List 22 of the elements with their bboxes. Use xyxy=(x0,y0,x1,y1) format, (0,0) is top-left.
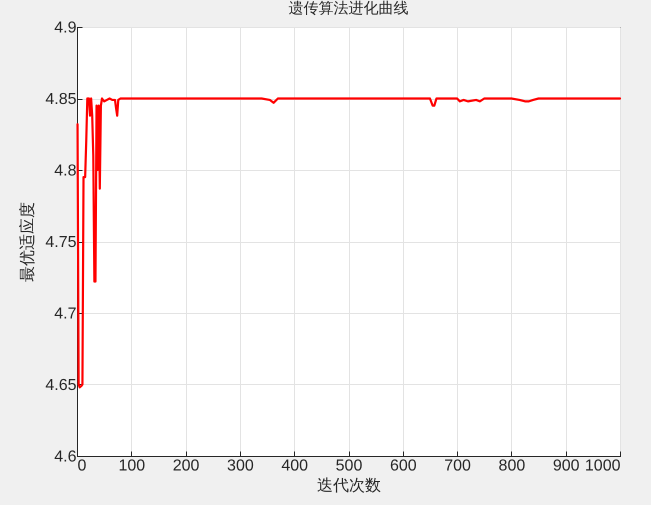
y-axis-title: 最优适应度 xyxy=(18,202,36,282)
y-tick-label: 4.65 xyxy=(45,377,77,394)
chart-title: 遗传算法进化曲线 xyxy=(288,0,408,17)
y-tick-label: 4.6 xyxy=(54,448,77,466)
y-tick-label: 4.8 xyxy=(54,162,77,180)
x-tick-label: 400 xyxy=(281,458,308,474)
x-tick-label: 300 xyxy=(227,458,254,474)
x-axis-title: 迭代次数 xyxy=(317,476,381,494)
y-tick-label: 4.85 xyxy=(45,91,77,108)
line-series xyxy=(76,97,622,388)
x-tick-label: 700 xyxy=(444,458,472,474)
y-tick-label: 4.7 xyxy=(54,306,77,322)
y-tick-label: 4.75 xyxy=(45,234,77,251)
x-tick-label: 100 xyxy=(118,458,146,474)
x-tick-label: 1000 xyxy=(584,458,621,474)
x-tick-label: 200 xyxy=(172,458,200,474)
x-tick-label: 600 xyxy=(390,458,417,474)
y-tick-label: 4.9 xyxy=(54,20,77,36)
x-tick-label: 900 xyxy=(552,458,580,474)
x-tick-label: 800 xyxy=(498,458,526,474)
x-tick-label: 500 xyxy=(336,458,362,474)
x-tick-label: 0 xyxy=(78,458,86,474)
